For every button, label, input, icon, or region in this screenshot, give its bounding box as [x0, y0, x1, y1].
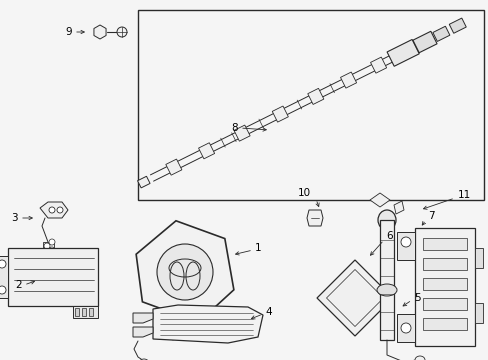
Bar	[379, 220, 393, 340]
Polygon shape	[94, 25, 106, 39]
Polygon shape	[133, 313, 153, 323]
Ellipse shape	[139, 359, 149, 360]
Polygon shape	[412, 31, 436, 53]
Polygon shape	[340, 72, 356, 88]
Polygon shape	[272, 106, 288, 122]
Text: 3: 3	[11, 213, 18, 223]
Polygon shape	[448, 18, 465, 33]
Text: 2: 2	[15, 280, 22, 290]
Bar	[73, 306, 98, 318]
Ellipse shape	[0, 286, 6, 294]
Ellipse shape	[157, 244, 213, 300]
Ellipse shape	[400, 323, 410, 333]
Ellipse shape	[49, 207, 55, 213]
Ellipse shape	[57, 207, 63, 213]
Bar	[8, 248, 98, 306]
Polygon shape	[198, 143, 214, 159]
Ellipse shape	[400, 237, 410, 247]
Bar	[75, 308, 79, 316]
Text: 7: 7	[427, 211, 434, 221]
Polygon shape	[370, 57, 386, 73]
Text: 9: 9	[65, 27, 72, 37]
Bar	[474, 248, 482, 268]
Ellipse shape	[44, 243, 50, 249]
Polygon shape	[165, 159, 182, 175]
Bar	[414, 228, 474, 346]
Bar	[422, 278, 466, 290]
Polygon shape	[316, 260, 392, 336]
Ellipse shape	[414, 356, 424, 360]
Bar	[89, 308, 93, 316]
Ellipse shape	[0, 260, 6, 268]
Polygon shape	[369, 193, 389, 207]
Ellipse shape	[117, 27, 127, 37]
Bar	[422, 298, 466, 310]
Text: 10: 10	[297, 188, 310, 198]
Bar	[396, 232, 414, 260]
Polygon shape	[307, 88, 323, 104]
Bar	[396, 314, 414, 342]
Polygon shape	[133, 327, 153, 337]
Bar	[138, 10, 483, 200]
Ellipse shape	[49, 247, 55, 253]
Bar	[474, 303, 482, 323]
Polygon shape	[234, 125, 250, 141]
Bar	[0, 256, 8, 298]
Polygon shape	[386, 40, 418, 66]
Bar	[422, 258, 466, 270]
Text: 11: 11	[457, 190, 470, 200]
Polygon shape	[153, 305, 263, 343]
Bar	[422, 238, 466, 250]
Polygon shape	[137, 176, 150, 188]
Ellipse shape	[377, 210, 395, 230]
Polygon shape	[136, 221, 233, 322]
Polygon shape	[306, 210, 323, 226]
Polygon shape	[393, 201, 403, 214]
Polygon shape	[40, 202, 68, 218]
Bar	[422, 318, 466, 330]
Text: 5: 5	[413, 293, 420, 303]
Text: 4: 4	[264, 307, 271, 317]
Ellipse shape	[376, 284, 396, 296]
Text: 1: 1	[254, 243, 261, 253]
Ellipse shape	[49, 239, 55, 245]
Text: 6: 6	[385, 231, 392, 241]
Polygon shape	[43, 242, 54, 250]
Text: 8: 8	[231, 123, 238, 133]
Polygon shape	[432, 26, 449, 41]
Bar	[82, 308, 86, 316]
